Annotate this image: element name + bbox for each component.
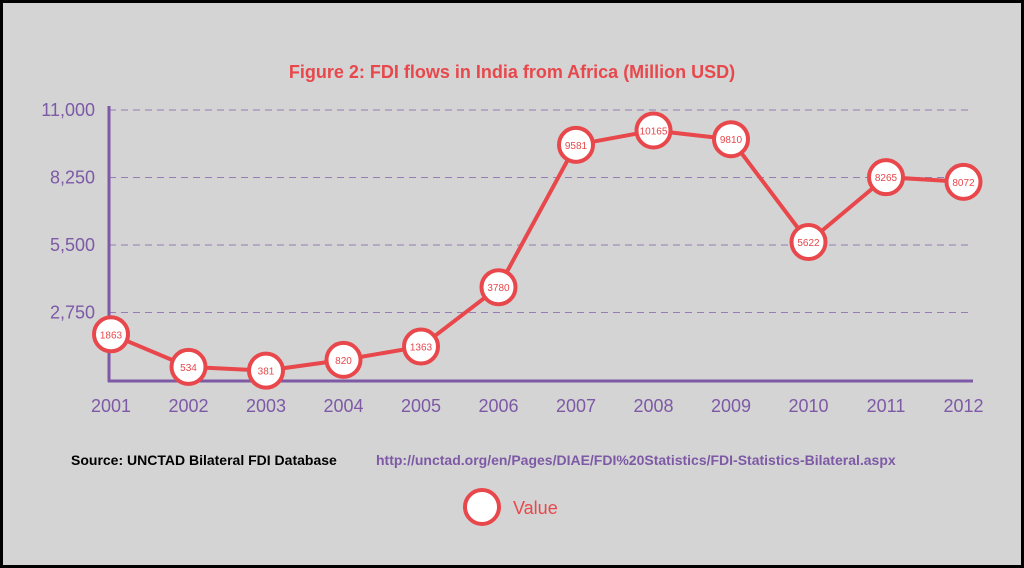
point-marker xyxy=(169,347,208,386)
data-point: 1363 xyxy=(402,327,440,366)
data-point: 1863 xyxy=(92,315,130,354)
source-line: Source: UNCTAD Bilateral FDI Database ht… xyxy=(71,452,896,468)
x-tick-label: 2003 xyxy=(246,396,286,416)
data-point: 8072 xyxy=(944,162,983,201)
chart-title: Figure 2: FDI flows in India from Africa… xyxy=(289,62,735,82)
data-label: 5622 xyxy=(797,238,820,249)
y-tick-labels: 2,750 5,500 8,250 11,000 xyxy=(41,100,95,323)
x-tick-label: 2005 xyxy=(401,396,441,416)
point-marker xyxy=(789,223,828,262)
x-tick-label: 2002 xyxy=(168,396,208,416)
y-tick-label: 8,250 xyxy=(50,168,95,188)
point-marker xyxy=(712,120,750,159)
data-point: 5622 xyxy=(789,223,828,262)
x-tick-label: 2007 xyxy=(556,396,596,416)
data-point: 8265 xyxy=(867,158,905,197)
point-marker xyxy=(92,315,130,354)
y-tick-label: 11,000 xyxy=(41,100,95,120)
data-label: 10165 xyxy=(640,126,668,137)
x-tick-label: 2011 xyxy=(867,396,906,416)
data-point: 10165 xyxy=(634,111,673,150)
x-tick-label: 2012 xyxy=(943,396,983,416)
data-label: 9810 xyxy=(720,135,743,146)
point-marker xyxy=(944,162,983,201)
point-marker xyxy=(634,111,673,150)
data-label: 1863 xyxy=(100,330,123,341)
x-tick-label: 2008 xyxy=(633,396,673,416)
point-marker xyxy=(247,351,285,390)
data-point: 3780 xyxy=(479,268,518,307)
y-tick-label: 5,500 xyxy=(50,235,95,255)
data-label: 9581 xyxy=(565,141,588,152)
data-points: 1863 534 381 820 1363 3780 9581 10165 9810 5622 82… xyxy=(92,111,983,390)
data-label: 820 xyxy=(335,356,352,367)
x-tick-label: 2001 xyxy=(91,396,131,416)
legend-marker xyxy=(463,488,501,526)
data-label: 8072 xyxy=(952,178,975,189)
point-marker xyxy=(479,268,518,307)
point-marker xyxy=(402,327,440,366)
source-label: Source: UNCTAD Bilateral FDI Database xyxy=(71,452,337,468)
point-marker xyxy=(557,125,595,164)
x-tick-label: 2009 xyxy=(711,396,751,416)
data-point: 534 xyxy=(169,347,208,386)
data-point: 9810 xyxy=(712,120,750,159)
data-label: 8265 xyxy=(875,173,898,184)
axes xyxy=(107,106,973,383)
legend-label: Value xyxy=(513,498,558,518)
x-tick-label: 2006 xyxy=(478,396,518,416)
x-tick-label: 2004 xyxy=(323,396,363,416)
data-label: 3780 xyxy=(487,283,510,294)
data-point: 381 xyxy=(247,351,285,390)
point-marker xyxy=(867,158,905,197)
data-label: 381 xyxy=(258,367,275,378)
y-tick-label: 2,750 xyxy=(50,303,95,323)
series-value xyxy=(110,128,964,373)
grid-lines xyxy=(109,109,973,313)
source-url-link[interactable]: http://unctad.org/en/Pages/DIAE/FDI%20St… xyxy=(376,452,896,468)
x-tick-label: 2010 xyxy=(788,396,828,416)
point-marker xyxy=(324,340,363,379)
data-label: 1363 xyxy=(410,343,433,354)
fdi-line-chart: Figure 2: FDI flows in India from Africa… xyxy=(41,62,984,526)
data-label: 534 xyxy=(180,363,197,374)
data-point: 9581 xyxy=(557,125,595,164)
legend: Value xyxy=(463,488,558,526)
series-line xyxy=(110,128,964,373)
x-tick-labels: 2001 2002 2003 2004 2005 2006 2007 2008 2009 2010… xyxy=(91,396,984,416)
data-point: 820 xyxy=(324,340,363,379)
